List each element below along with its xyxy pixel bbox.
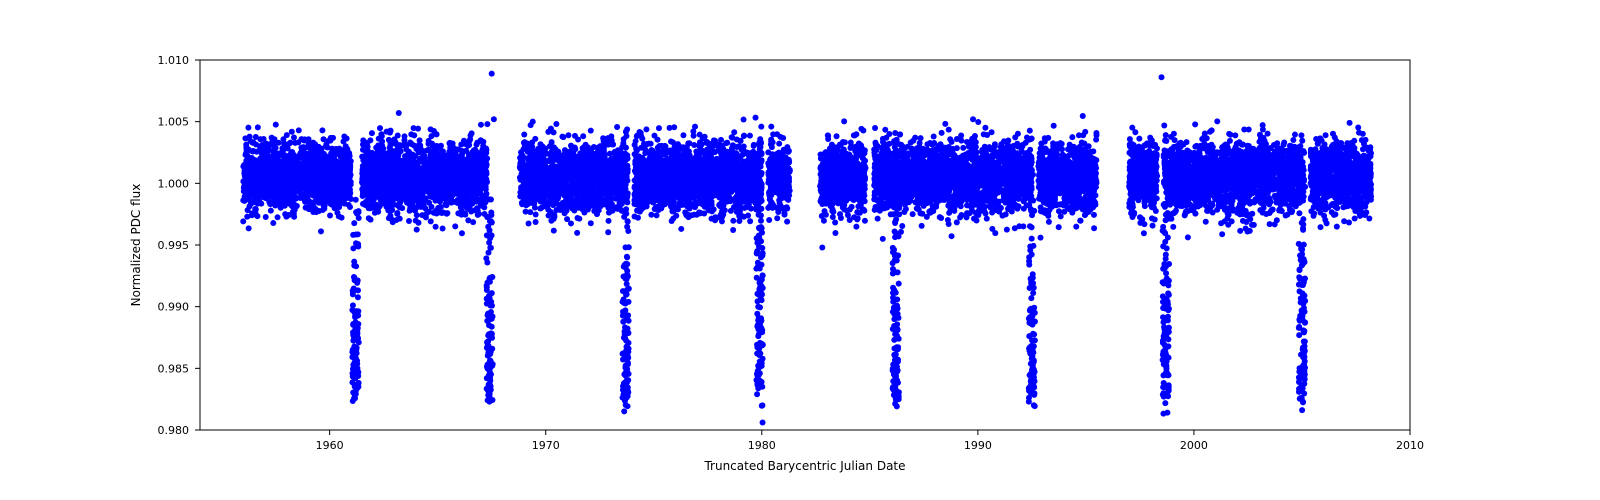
y-tick-label: 0.980: [158, 424, 190, 437]
chart-background: [0, 0, 1600, 500]
y-tick-label: 0.985: [158, 362, 190, 375]
x-tick-label: 2010: [1396, 439, 1424, 452]
x-tick-label: 1980: [748, 439, 776, 452]
x-axis-label: Truncated Barycentric Julian Date: [703, 459, 905, 473]
lightcurve-scatter-chart: 1960 1970 1980 1990 2000 2010 0.980 0.985 0.990 0…: [0, 0, 1600, 500]
y-tick-label: 1.000: [158, 177, 190, 190]
x-tick-label: 1970: [532, 439, 560, 452]
x-tick-label: 1960: [316, 439, 344, 452]
x-tick-label: 2000: [1180, 439, 1208, 452]
y-axis-label: Normalized PDC flux: [129, 184, 143, 307]
y-tick-label: 0.995: [158, 239, 190, 252]
chart-container: 1960 1970 1980 1990 2000 2010 0.980 0.985 0.990 0…: [0, 0, 1600, 500]
x-tick-label: 1990: [964, 439, 992, 452]
y-tick-label: 1.005: [158, 116, 190, 129]
y-tick-label: 1.010: [158, 54, 190, 67]
y-tick-label: 0.990: [158, 301, 190, 314]
